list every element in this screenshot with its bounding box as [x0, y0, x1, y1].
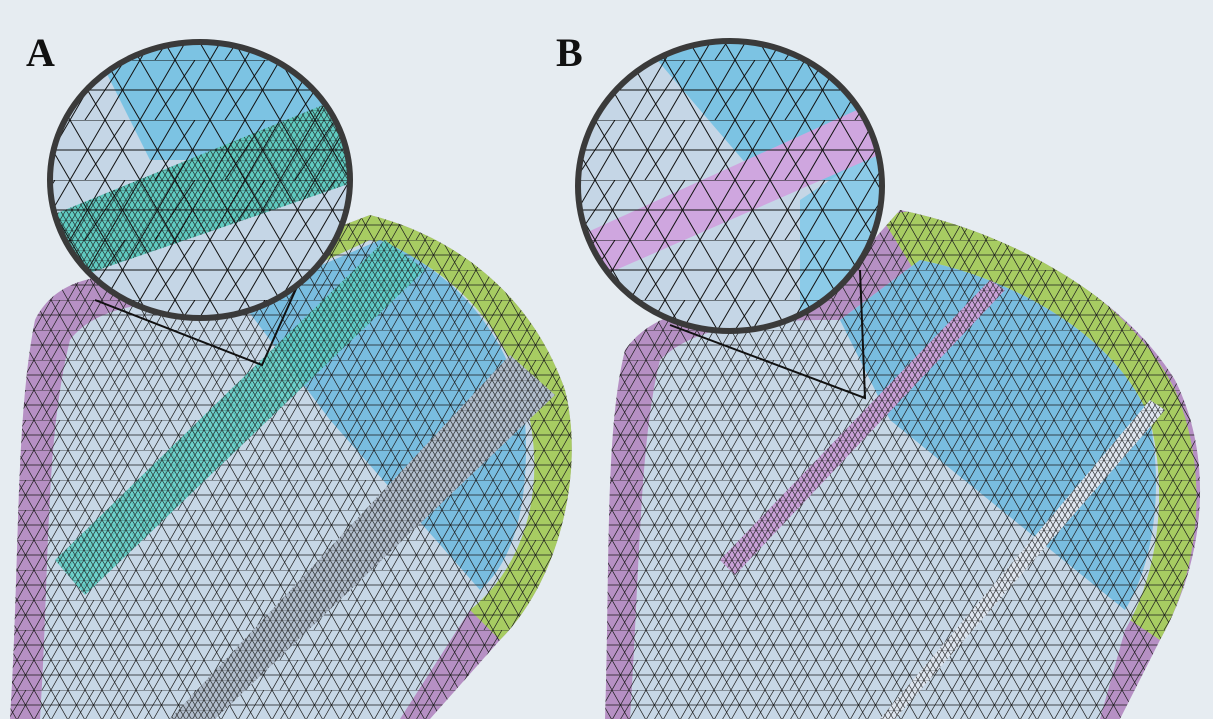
- mesh-a: [10, 215, 572, 719]
- panel-label: A: [26, 30, 55, 75]
- panel-label: B: [556, 30, 583, 75]
- screw-mesh: [170, 355, 555, 719]
- zoom-a: [50, 42, 350, 318]
- screw-mesh: [55, 240, 425, 595]
- zoom-connector: [669, 269, 867, 400]
- screw-mesh: [720, 280, 1005, 575]
- zoom-mesh: [578, 41, 882, 331]
- zoom-ring: [575, 38, 885, 334]
- screw-mesh: [880, 400, 1165, 719]
- zoom-connector: [94, 279, 301, 367]
- zoom-fine: [50, 90, 350, 290]
- zoom-ring: [47, 39, 353, 321]
